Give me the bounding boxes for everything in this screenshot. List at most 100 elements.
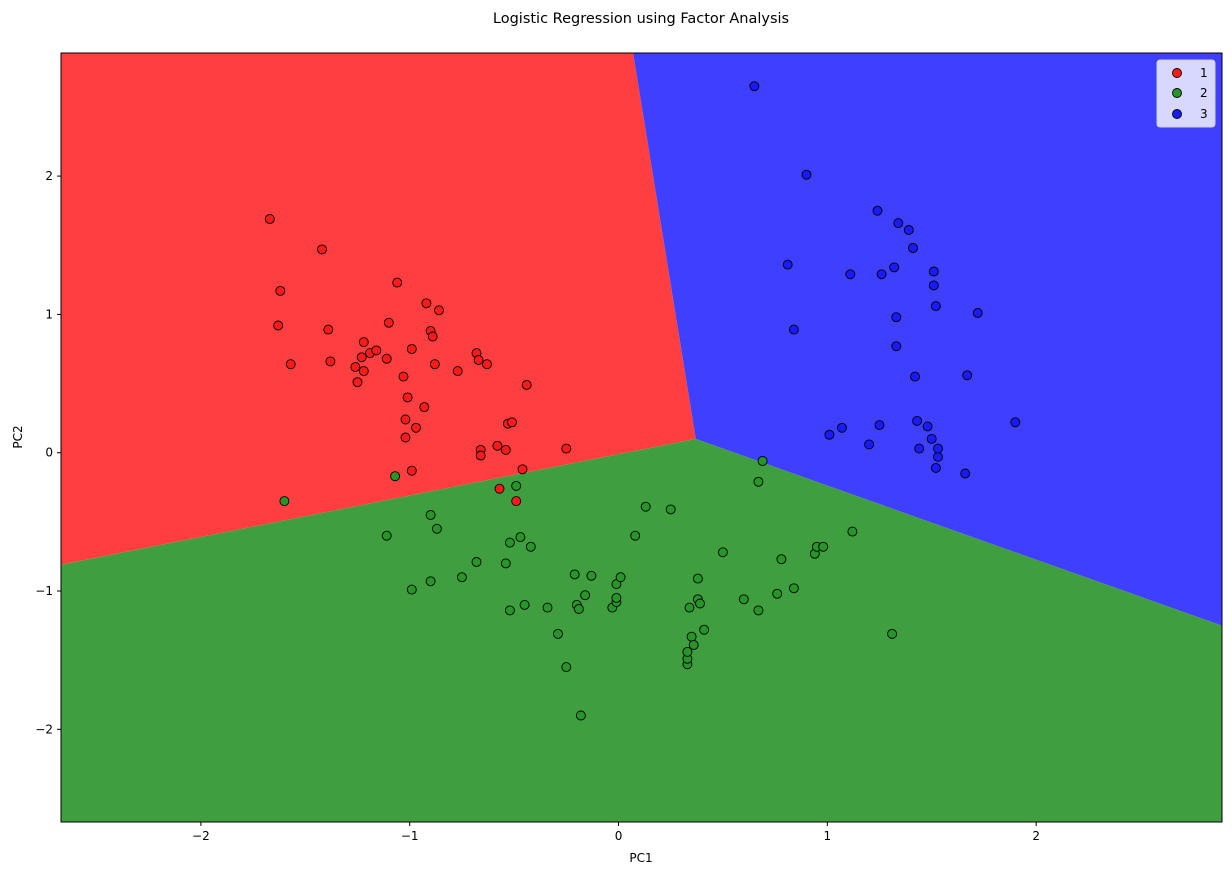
scatter-point-class-2 xyxy=(776,554,787,565)
scatter-point-class-1 xyxy=(411,422,421,433)
scatter-point-class-1 xyxy=(406,465,417,476)
scatter-point-class-1 xyxy=(452,366,463,377)
scatter-point-class-1 xyxy=(500,444,511,455)
legend-label-1: 1 xyxy=(1200,66,1208,80)
scatter-point-class-1 xyxy=(275,285,286,296)
scatter-point-class-1 xyxy=(400,414,411,425)
scatter-point-class-1 xyxy=(264,214,275,224)
scatter-point-class-1 xyxy=(358,366,369,377)
scatter-point-class-3 xyxy=(874,420,885,431)
scatter-point-class-1 xyxy=(325,356,336,367)
scatter-point-class-3 xyxy=(889,262,900,273)
scatter-point-class-2 xyxy=(456,572,467,583)
scatter-point-class-2 xyxy=(818,541,829,552)
scatter-point-class-3 xyxy=(928,280,939,291)
scatter-point-class-1 xyxy=(492,440,503,451)
scatter-point-class-1 xyxy=(434,305,444,316)
decision-region-3 xyxy=(633,53,1222,626)
scatter-point-class-2 xyxy=(665,504,676,515)
scatter-point-class-1 xyxy=(517,464,528,475)
scatter-point-class-2 xyxy=(788,583,799,594)
scatter-point-class-2 xyxy=(425,510,436,520)
scatter-point-class-1 xyxy=(400,432,411,443)
scatter-point-class-2 xyxy=(569,569,580,580)
scatter-point-class-2 xyxy=(511,480,522,491)
y-tick-label: −2 xyxy=(35,722,53,736)
scatter-point-class-2 xyxy=(504,605,515,616)
scatter-point-class-3 xyxy=(926,433,937,444)
scatter-point-class-1 xyxy=(352,377,363,388)
scatter-point-class-3 xyxy=(891,341,902,352)
y-tick-label: 0 xyxy=(45,446,53,460)
scatter-point-class-1 xyxy=(421,298,432,309)
decision-regions xyxy=(61,53,1222,822)
y-axis-label: PC2 xyxy=(11,425,25,448)
scatter-point-class-3 xyxy=(922,421,933,432)
scatter-point-class-2 xyxy=(471,557,482,567)
scatter-point-class-2 xyxy=(575,710,586,721)
scatter-point-class-2 xyxy=(753,605,764,616)
scatter-point-class-1 xyxy=(521,379,532,390)
scatter-point-class-1 xyxy=(358,337,369,348)
scatter-point-class-2 xyxy=(515,532,526,543)
scatter-point-class-1 xyxy=(429,359,440,370)
scatter-point-class-3 xyxy=(914,443,925,454)
scatter-point-class-2 xyxy=(615,572,626,583)
scatter-point-class-2 xyxy=(381,530,392,541)
scatter-point-class-2 xyxy=(692,573,703,584)
scatter-point-class-2 xyxy=(887,628,898,639)
scatter-point-class-1 xyxy=(317,244,327,255)
scatter-point-class-1 xyxy=(427,331,438,342)
scatter-point-class-2 xyxy=(684,602,695,613)
scatter-point-class-1 xyxy=(383,317,394,328)
scatter-point-class-3 xyxy=(928,266,939,277)
scatter-point-class-3 xyxy=(1010,417,1021,428)
scatter-point-class-3 xyxy=(876,269,887,280)
scatter-point-class-1 xyxy=(381,353,392,364)
scatter-point-class-3 xyxy=(788,324,799,335)
scatter-point-class-1 xyxy=(561,443,572,454)
scatter-point-class-1 xyxy=(398,371,409,382)
scatter-point-class-1 xyxy=(406,344,417,354)
y-axis: −2 −1 0 1 2 xyxy=(35,169,61,736)
scatter-point-class-3 xyxy=(864,439,875,450)
scatter-point-class-3 xyxy=(930,301,941,312)
scatter-point-class-2 xyxy=(500,558,511,569)
scatter-point-class-1 xyxy=(402,392,413,403)
scatter-point-class-3 xyxy=(910,371,920,382)
x-axis-label: PC1 xyxy=(629,851,652,865)
x-tick-label: 1 xyxy=(824,829,832,843)
y-tick-label: −1 xyxy=(35,584,53,598)
scatter-point-class-2 xyxy=(686,631,697,642)
x-tick-label: −2 xyxy=(192,829,210,843)
legend-label-3: 3 xyxy=(1200,107,1208,121)
scatter-point-class-2 xyxy=(431,523,442,534)
scatter-point-class-3 xyxy=(933,443,943,454)
scatter-point-class-3 xyxy=(872,205,883,216)
legend-marker-3 xyxy=(1172,109,1182,119)
scatter-point-class-2 xyxy=(682,646,693,657)
scatter-point-class-2 xyxy=(425,576,436,587)
scatter-point-class-2 xyxy=(390,471,401,482)
scatter-point-class-2 xyxy=(640,501,651,512)
scatter-point-class-2 xyxy=(580,590,591,601)
scatter-point-class-3 xyxy=(912,415,923,426)
legend-label-2: 2 xyxy=(1200,86,1208,100)
scatter-point-class-1 xyxy=(494,483,505,494)
scatter-point-class-2 xyxy=(772,588,783,599)
scatter-point-class-3 xyxy=(891,312,902,323)
scatter-point-class-3 xyxy=(908,243,918,253)
scatter-point-class-3 xyxy=(972,308,983,318)
scatter-point-class-2 xyxy=(573,604,584,614)
scatter-point-class-2 xyxy=(553,628,563,639)
scatter-point-class-2 xyxy=(279,496,290,507)
legend-marker-2 xyxy=(1172,88,1182,98)
scatter-point-class-1 xyxy=(482,359,492,370)
scatter-point-class-3 xyxy=(845,269,856,280)
plot-area xyxy=(61,53,1222,822)
scatter-point-class-3 xyxy=(893,218,904,229)
decision-region-2 xyxy=(61,438,1222,822)
scatter-point-class-1 xyxy=(285,359,296,370)
scatter-point-class-2 xyxy=(738,594,749,605)
